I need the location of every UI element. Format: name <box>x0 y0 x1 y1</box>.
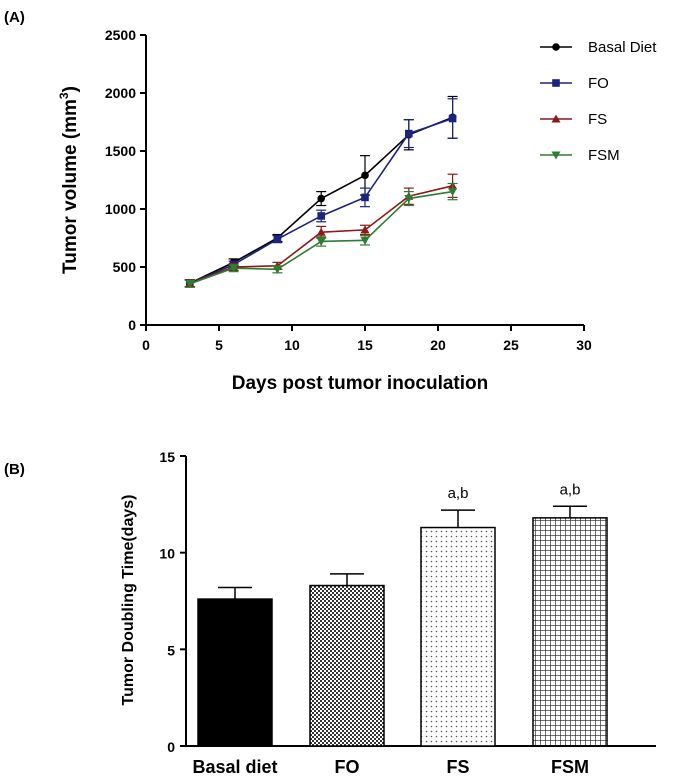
legend-marker <box>551 114 561 123</box>
y-tick-label: 0 <box>167 739 175 755</box>
y-tick-label: 15 <box>159 449 175 465</box>
line-chart-x-ticks: 0 5 10 15 20 25 30 <box>142 325 592 353</box>
bar-fsm: a,b <box>532 481 608 747</box>
data-point <box>448 114 457 123</box>
line-chart-x-axis-title: Days post tumor inoculation <box>232 373 489 394</box>
bar-chart-y-ticks: 0 5 10 15 <box>159 449 186 755</box>
bar-chart-bars: a,b a,b <box>197 481 608 747</box>
category-label: FS <box>446 757 469 777</box>
data-point <box>272 265 282 274</box>
legend-marker <box>552 79 560 87</box>
y-tick-label: 1500 <box>105 143 136 159</box>
panel-label-a: (A) <box>4 9 25 26</box>
data-point <box>405 129 413 138</box>
x-tick-label: 30 <box>576 337 592 353</box>
y-tick-label: 500 <box>113 259 137 275</box>
legend-label: FS <box>588 111 607 128</box>
data-point <box>317 194 326 203</box>
data-point <box>316 227 326 236</box>
bar <box>532 517 608 747</box>
x-tick-label: 0 <box>142 337 150 353</box>
legend-entry: FO <box>540 75 609 92</box>
data-point <box>273 235 282 243</box>
legend-label: FSM <box>588 147 620 164</box>
legend-marker <box>551 151 561 160</box>
data-point <box>229 264 239 273</box>
legend-entry: FSM <box>540 147 620 164</box>
category-label: FSM <box>551 757 589 777</box>
panel-label-b: (B) <box>4 461 25 478</box>
series-basal-diet <box>184 95 458 288</box>
data-point <box>185 280 195 289</box>
bar <box>420 526 496 747</box>
y-tick-label: 10 <box>159 546 175 562</box>
y-axis-title-sup: 3 <box>57 92 71 99</box>
y-tick-label: 2000 <box>105 85 136 101</box>
data-point <box>448 188 458 197</box>
legend-entry: FS <box>540 111 607 128</box>
y-axis-title-close: ) <box>60 86 81 92</box>
x-tick-label: 15 <box>357 337 373 353</box>
data-point <box>361 193 369 202</box>
category-label: FO <box>335 757 360 777</box>
line-chart-y-ticks: 0 500 1000 1500 2000 2500 <box>105 27 146 333</box>
y-axis-title-main: Tumor volume (mm <box>60 99 81 274</box>
significance-label: a,b <box>560 481 581 498</box>
legend-label: FO <box>588 75 609 92</box>
bar-fo <box>309 573 385 747</box>
x-tick-label: 5 <box>215 337 223 353</box>
y-tick-label: 0 <box>128 317 136 333</box>
bar-chart-category-labels: Basal diet FO FS FSM <box>192 757 589 777</box>
data-point <box>360 236 370 245</box>
significance-label: a,b <box>448 485 469 502</box>
x-tick-label: 20 <box>430 337 446 353</box>
y-tick-label: 5 <box>167 642 175 658</box>
y-tick-label: 1000 <box>105 201 136 217</box>
series-fsm <box>184 182 458 289</box>
x-tick-label: 10 <box>284 337 300 353</box>
bar-chart-y-axis-title: Tumor Doubling Time(days) <box>120 495 137 706</box>
data-point <box>404 195 414 204</box>
y-tick-label: 2500 <box>105 27 136 43</box>
legend: Basal Diet FO FS FSM <box>540 39 657 164</box>
legend-label: Basal Diet <box>588 39 657 56</box>
category-label: Basal diet <box>192 757 277 777</box>
data-point <box>360 225 370 234</box>
legend-marker <box>552 43 560 51</box>
bar <box>197 598 273 747</box>
bar-chart: 0 5 10 15 a,b a,b Basal diet FO FS FSM Tumor Do… <box>120 449 656 777</box>
bar-fs: a,b <box>420 485 496 747</box>
bar <box>309 584 385 747</box>
data-point <box>317 212 325 220</box>
data-point <box>361 171 369 180</box>
line-chart: 0 500 1000 1500 2000 2500 0 5 10 15 20 25 30 Days p… <box>57 27 657 394</box>
line-chart-y-axis-title: Tumor volume (mm3) <box>57 86 81 274</box>
x-tick-label: 25 <box>503 337 519 353</box>
line-chart-series-group <box>184 95 458 289</box>
bar-basal-diet <box>197 586 273 747</box>
legend-entry: Basal Diet <box>540 39 657 56</box>
data-point <box>316 237 326 246</box>
